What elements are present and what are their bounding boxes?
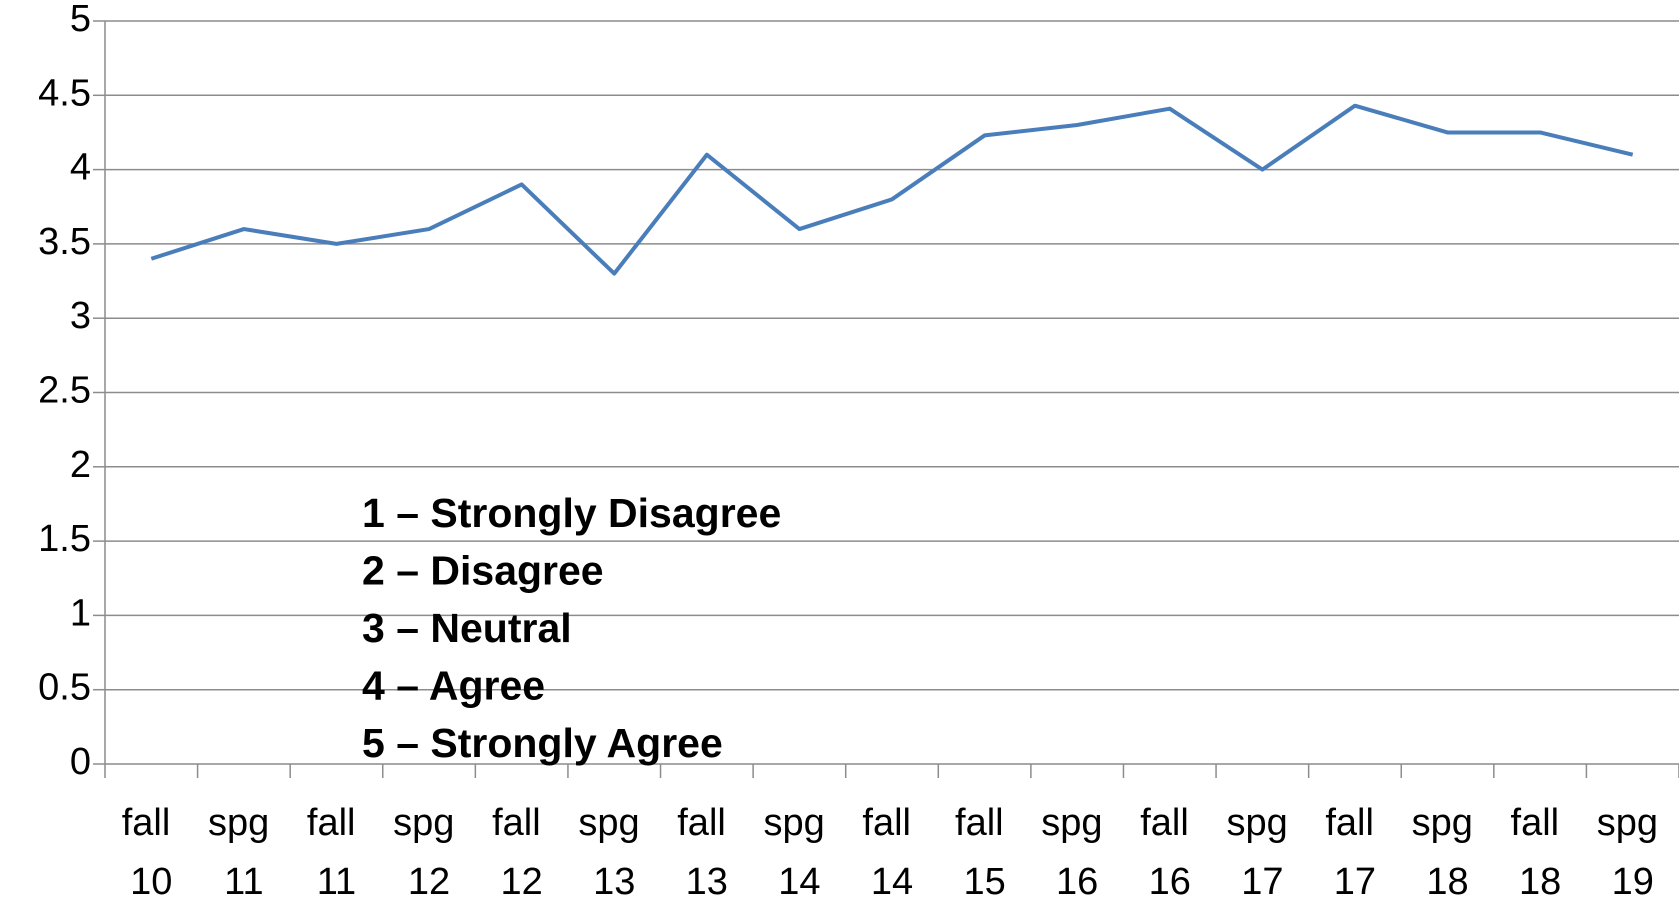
x-tick-label: fall 16 (1140, 802, 1199, 903)
x-tick-label: fall 15 (955, 802, 1014, 903)
y-tick-label: 4 (70, 147, 91, 189)
x-tick-label: spg 14 (763, 802, 835, 903)
x-tick-label: spg 12 (393, 802, 465, 903)
x-tick-label: fall 11 (307, 802, 366, 903)
scale-note: 2 – Disagree (362, 547, 604, 593)
x-tick-label: spg 18 (1412, 802, 1484, 903)
y-tick-label: 1.5 (38, 518, 91, 560)
x-tick-label: fall 18 (1511, 802, 1570, 903)
x-tick-label: fall 14 (862, 802, 921, 903)
y-tick-label: 1 (70, 592, 91, 634)
x-tick-label: fall 17 (1325, 802, 1384, 903)
y-tick-label: 0 (70, 741, 91, 783)
x-tick-label: spg 11 (208, 802, 280, 903)
scale-note: 4 – Agree (362, 662, 545, 708)
y-tick-label: 0.5 (38, 667, 91, 709)
scale-note: 5 – Strongly Agree (362, 720, 723, 766)
y-tick-label: 3 (70, 295, 91, 337)
data-line (150, 103, 1634, 276)
scale-note: 3 – Neutral (362, 605, 572, 651)
x-tick-label: spg 16 (1041, 802, 1113, 903)
y-tick-label: 3.5 (38, 221, 91, 263)
y-tick-label: 2.5 (38, 370, 91, 412)
x-tick-label: spg 13 (578, 802, 650, 903)
x-tick-label: fall 12 (492, 802, 551, 903)
y-tick-label: 4.5 (38, 72, 91, 114)
y-tick-label: 5 (70, 0, 91, 40)
y-tick-label: 2 (70, 444, 91, 486)
x-tick-label: fall 10 (122, 802, 181, 903)
scale-note: 1 – Strongly Disagree (362, 490, 781, 536)
x-tick-label: spg 19 (1597, 802, 1669, 903)
x-tick-label: fall 13 (677, 802, 736, 903)
x-tick-label: spg 17 (1226, 802, 1298, 903)
